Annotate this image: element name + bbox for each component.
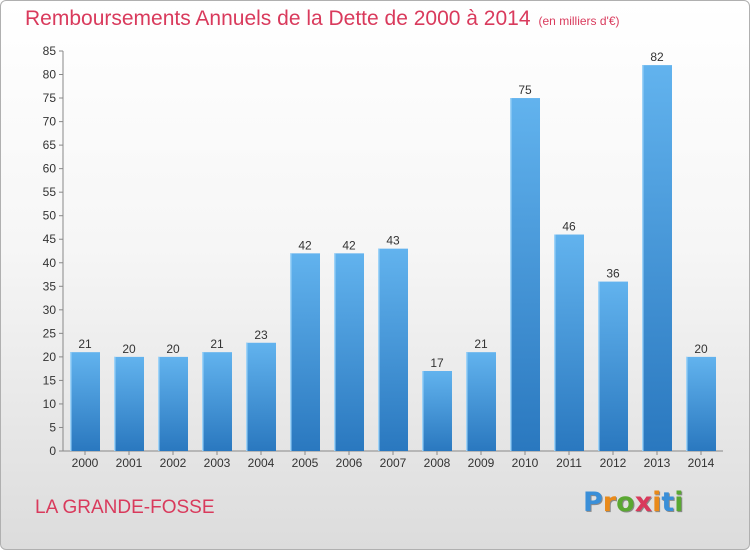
y-tick-label: 25 xyxy=(43,326,57,340)
x-tick-label: 2011 xyxy=(556,456,582,470)
data-label: 42 xyxy=(298,238,312,252)
y-tick-label: 85 xyxy=(43,44,57,58)
bar xyxy=(202,352,232,451)
data-label: 20 xyxy=(694,342,708,356)
bar xyxy=(70,352,100,451)
x-tick-label: 2001 xyxy=(116,456,143,470)
data-label: 20 xyxy=(166,342,180,356)
data-label: 75 xyxy=(518,83,532,97)
data-label: 23 xyxy=(254,328,268,342)
x-tick-label: 2007 xyxy=(380,456,407,470)
data-label: 46 xyxy=(562,220,576,234)
data-label: 17 xyxy=(430,356,444,370)
bar xyxy=(510,98,540,451)
x-tick-label: 2009 xyxy=(468,456,495,470)
chart-subtitle: (en milliers d'€) xyxy=(538,14,620,28)
y-tick-label: 70 xyxy=(43,115,57,129)
bar-highlight xyxy=(686,356,688,451)
bar-highlight xyxy=(554,234,556,451)
y-tick-label: 65 xyxy=(43,138,57,152)
logo-letter: i xyxy=(674,487,684,518)
data-label: 20 xyxy=(122,342,136,356)
x-tick-label: 2008 xyxy=(424,456,451,470)
bar-highlight xyxy=(598,281,600,451)
x-tick-label: 2003 xyxy=(204,456,231,470)
y-tick-label: 15 xyxy=(43,373,57,387)
bar-highlight xyxy=(70,352,72,451)
bar-highlight xyxy=(290,253,292,451)
bar xyxy=(598,281,628,451)
data-label: 82 xyxy=(650,50,664,64)
bar xyxy=(466,352,496,451)
x-tick-label: 2006 xyxy=(336,456,363,470)
chart-title: Remboursements Annuels de la Dette de 20… xyxy=(25,7,620,31)
y-tick-label: 35 xyxy=(43,279,57,293)
bar-highlight xyxy=(114,356,116,451)
logo-letter: t xyxy=(661,487,675,518)
y-tick-label: 20 xyxy=(43,350,57,364)
y-tick-label: 55 xyxy=(43,185,57,199)
y-tick-label: 10 xyxy=(43,397,57,411)
y-tick-label: 60 xyxy=(43,162,57,176)
logo-letter: P xyxy=(583,487,603,518)
x-tick-label: 2012 xyxy=(600,456,627,470)
bar-highlight xyxy=(510,98,512,451)
bar-highlight xyxy=(466,352,468,451)
y-tick-label: 30 xyxy=(43,303,57,317)
bar-highlight xyxy=(642,65,644,451)
bar-highlight xyxy=(246,342,248,451)
bar xyxy=(246,342,276,451)
x-tick-label: 2004 xyxy=(248,456,275,470)
x-tick-label: 2000 xyxy=(72,456,99,470)
data-label: 21 xyxy=(78,337,92,351)
bar-highlight xyxy=(334,253,336,451)
y-tick-label: 75 xyxy=(43,91,57,105)
x-tick-label: 2014 xyxy=(688,456,715,470)
bar xyxy=(422,371,452,451)
y-tick-label: 45 xyxy=(43,232,57,246)
x-tick-label: 2002 xyxy=(160,456,187,470)
y-tick-label: 80 xyxy=(43,68,57,82)
y-tick-label: 50 xyxy=(43,209,57,223)
logo-letter: r xyxy=(602,487,617,518)
bar xyxy=(334,253,364,451)
bar xyxy=(114,356,144,451)
y-tick-label: 5 xyxy=(49,420,56,434)
x-tick-label: 2010 xyxy=(512,456,539,470)
bar xyxy=(290,253,320,451)
title-text: Remboursements Annuels de la Dette de 20… xyxy=(25,7,531,30)
x-tick-label: 2013 xyxy=(644,456,671,470)
bar-highlight xyxy=(158,356,160,451)
logo-letter: x xyxy=(634,487,653,518)
y-tick-label: 40 xyxy=(43,256,57,270)
bar-highlight xyxy=(202,352,204,451)
bar-highlight xyxy=(422,371,424,451)
logo-letter: i xyxy=(652,487,662,518)
data-label: 43 xyxy=(386,234,400,248)
bar xyxy=(686,356,716,451)
data-label: 36 xyxy=(606,267,620,281)
bar xyxy=(554,234,584,451)
x-tick-label: 2005 xyxy=(292,456,319,470)
y-tick-label: 0 xyxy=(49,444,56,458)
data-label: 42 xyxy=(342,238,356,252)
logo-letter: o xyxy=(616,487,635,518)
data-label: 21 xyxy=(474,337,488,351)
bar-highlight xyxy=(378,248,380,451)
proxiti-logo[interactable]: Proxiti xyxy=(583,487,684,518)
bar xyxy=(158,356,188,451)
data-label: 21 xyxy=(210,337,224,351)
bar xyxy=(378,248,408,451)
place-name: LA GRANDE-FOSSE xyxy=(35,497,215,518)
bar xyxy=(642,65,672,451)
